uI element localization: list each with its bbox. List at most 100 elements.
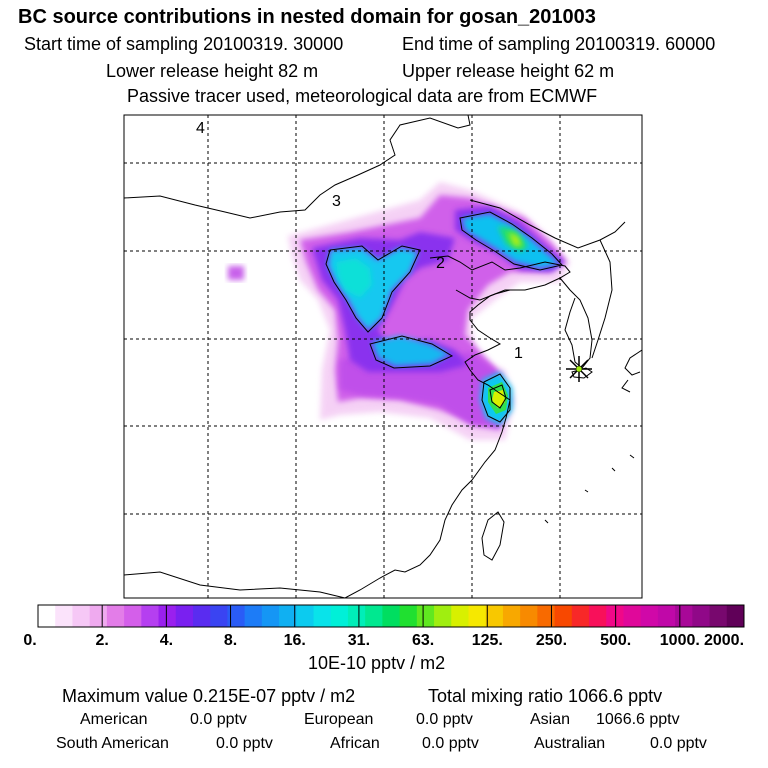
coast-korea-east	[591, 239, 613, 359]
colorbar-tick-label: 8.	[224, 632, 237, 649]
colorbar-swatch	[313, 605, 332, 627]
domain-label-3: 3	[332, 193, 341, 210]
colorbar-swatch	[55, 605, 73, 627]
colorbar-swatch	[330, 605, 349, 627]
sampling-start: Start time of sampling 20100319. 30000	[24, 34, 344, 54]
colorbar-swatch	[106, 605, 125, 627]
colorbar-swatch	[726, 605, 745, 627]
colorbar-swatch	[434, 605, 452, 627]
contour-ne	[459, 211, 563, 271]
colorbar-swatch	[571, 605, 590, 627]
colorbar-swatch	[502, 605, 521, 627]
plume-yellow-ne	[508, 232, 522, 246]
domain-label-1: 1	[514, 345, 523, 362]
border-manchuria	[469, 199, 626, 249]
source-value-asian: 1066.6 pptv	[596, 711, 680, 728]
plume-isolated-blob	[228, 266, 244, 280]
colorbar-swatch	[38, 605, 56, 627]
tracer-note: Passive tracer used, meteorological data…	[127, 86, 598, 106]
colorbar-swatch	[589, 605, 607, 627]
colorbar-swatch	[657, 605, 676, 627]
figure-title: BC source contributions in nested domain…	[18, 6, 596, 28]
source-value-european: 0.0 pptv	[416, 711, 473, 728]
contour-blue-mid	[369, 335, 454, 369]
colorbar-swatch	[623, 605, 642, 627]
coast-shandong	[455, 289, 511, 301]
contour-blue-west	[325, 245, 421, 333]
sampling-end: End time of sampling 20100319. 60000	[402, 34, 716, 54]
max-value: Maximum value 0.215E-07 pptv / m2	[62, 686, 356, 706]
contour-lines	[325, 211, 563, 423]
domain-label-4: 4	[196, 120, 205, 137]
colorbar-tick-label: 1000.	[660, 632, 700, 649]
total-mixing-ratio: Total mixing ratio 1066.6 pptv	[428, 686, 663, 706]
contour-shanghai	[481, 373, 511, 423]
upper-release-height: Upper release height 62 m	[402, 61, 615, 81]
colorbar-swatch	[365, 605, 383, 627]
source-name-asian: Asian	[530, 711, 571, 728]
coast-japan	[624, 349, 642, 376]
colorbar-ticks: 0. 2. 4. 8. 16. 31. 63. 125. 250. 500. 1000. 2000.	[23, 632, 744, 649]
colorbar-tick-label: 125.	[472, 632, 503, 649]
colorbar-tick-label: 0.	[23, 632, 36, 649]
map-frame	[123, 114, 643, 599]
source-value-american: 0.0 pptv	[190, 711, 247, 728]
source-name-african: African	[330, 735, 380, 752]
colorbar-swatch	[227, 605, 246, 627]
colorbar	[37, 604, 745, 628]
colorbar-swatch	[554, 605, 573, 627]
colorbar-swatch	[468, 605, 487, 627]
colorbar-tick-label: 4.	[160, 632, 173, 649]
island-taiwan	[481, 511, 505, 561]
colorbar-tick-label: 2.	[96, 632, 109, 649]
colorbar-swatch	[485, 605, 504, 627]
grid-lines	[124, 115, 642, 598]
source-value-african: 0.0 pptv	[422, 735, 479, 752]
source-value-south-american: 0.0 pptv	[216, 735, 273, 752]
colorbar-swatch	[399, 605, 418, 627]
colorbar-swatch	[124, 605, 142, 627]
colorbar-tick-label: 2000.	[704, 632, 744, 649]
colorbar-swatch	[692, 605, 711, 627]
colorbar-swatch	[141, 605, 160, 627]
plume-cyan-teal-west	[336, 258, 372, 298]
coastlines	[124, 115, 642, 598]
colorbar-swatch	[709, 605, 728, 627]
source-name-european: European	[304, 711, 374, 728]
plume-cyan-mid	[372, 336, 450, 366]
colorbar-tick-label: 500.	[600, 632, 631, 649]
colorbar-swatch	[158, 605, 177, 627]
colorbar-swatch	[279, 605, 297, 627]
colorbar-swatch	[261, 605, 280, 627]
colorbar-swatch	[244, 605, 263, 627]
colorbar-swatch	[296, 605, 315, 627]
colorbar-swatch	[89, 605, 108, 627]
colorbar-swatch	[192, 605, 211, 627]
colorbar-tick-label: 250.	[536, 632, 567, 649]
islands-ryukyu	[544, 454, 635, 524]
source-name-american: American	[80, 711, 148, 728]
colorbar-swatch	[520, 605, 538, 627]
colorbar-swatch	[675, 605, 693, 627]
colorbar-swatch	[347, 605, 366, 627]
coast-korea	[559, 277, 593, 369]
source-value-australian: 0.0 pptv	[650, 735, 707, 752]
colorbar-swatch	[451, 605, 469, 627]
border-north	[124, 115, 471, 219]
colorbar-swatch	[382, 605, 401, 627]
contour-shanghai-inner	[489, 384, 507, 409]
colorbar-swatch	[606, 605, 624, 627]
coast-bohai	[344, 255, 571, 598]
source-name-south-american: South American	[56, 735, 169, 752]
colorbar-swatch	[537, 605, 556, 627]
colorbar-swatch	[210, 605, 228, 627]
colorbar-swatch	[72, 605, 91, 627]
lower-release-height: Lower release height 82 m	[106, 61, 319, 81]
colorbar-swatch	[640, 605, 659, 627]
colorbar-frame	[37, 604, 745, 628]
coast-south-china	[124, 571, 346, 598]
colorbar-tick-label: 63.	[412, 632, 434, 649]
colorbar-unit: 10E-10 pptv / m2	[308, 653, 446, 673]
plume-layer	[228, 182, 570, 440]
